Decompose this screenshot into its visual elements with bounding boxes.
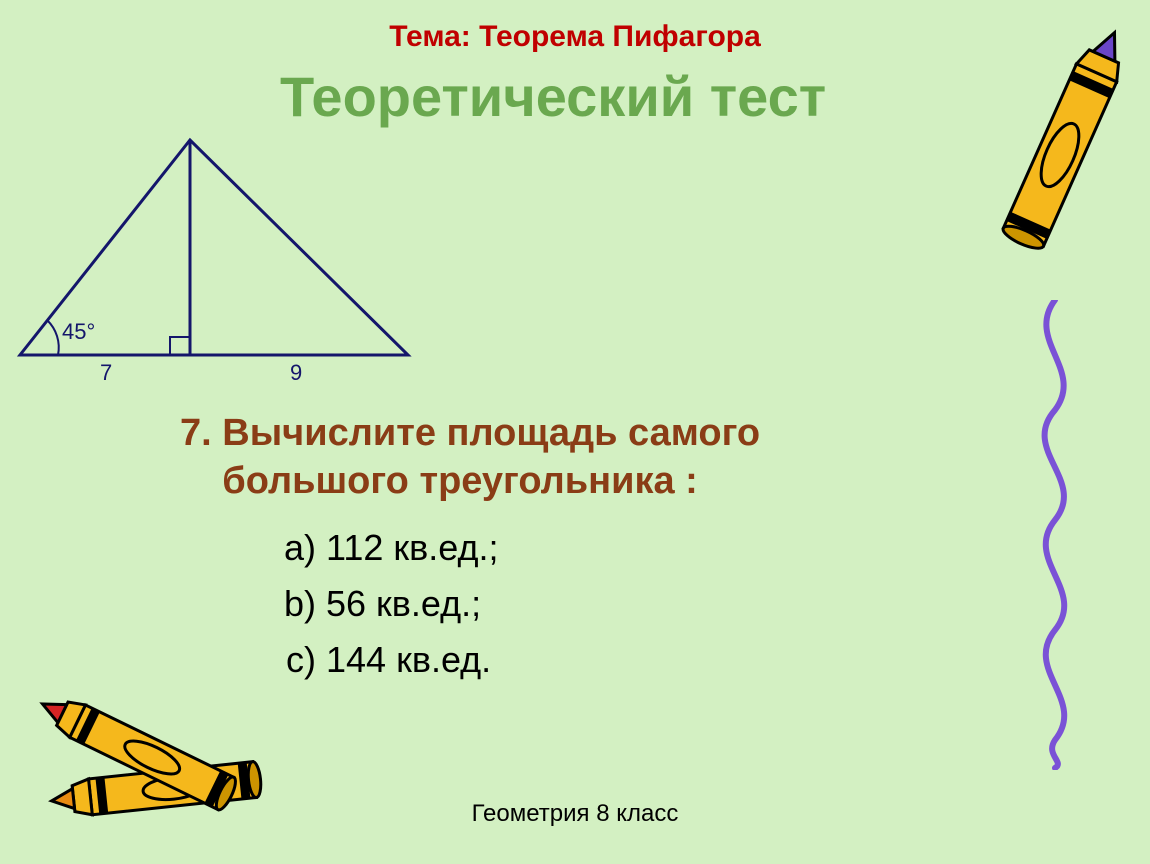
question-line-1: Вычислите площадь самого — [222, 412, 760, 454]
squiggle-line-icon — [1015, 300, 1095, 770]
answer-option: b) 56 кв.ед.; — [270, 576, 499, 632]
slide-subtitle: Теоретический тест — [280, 64, 826, 129]
answer-key: b) — [270, 576, 326, 632]
question-line-2: большого треугольника : — [222, 460, 698, 502]
question-number: 7. — [180, 412, 212, 454]
question-text: 7. Вычислите площадь самого большого тре… — [180, 410, 760, 505]
triangle-diagram: 45° 7 9 — [0, 130, 430, 400]
segment-2-label: 9 — [290, 360, 302, 386]
answer-list: a) 112 кв.ед.; b) 56 кв.ед.; c) 144 кв.е… — [270, 520, 499, 687]
answer-text: 56 кв.ед.; — [326, 576, 481, 632]
answer-text: 112 кв.ед.; — [326, 520, 499, 576]
segment-1-label: 7 — [100, 360, 112, 386]
triangle-svg — [0, 130, 430, 400]
angle-label: 45° — [62, 319, 95, 345]
answer-key: a) — [270, 520, 326, 576]
answer-option: a) 112 кв.ед.; — [270, 520, 499, 576]
answer-text: 144 кв.ед. — [326, 632, 491, 688]
crayons-red-yellow-icon — [10, 674, 310, 854]
slide-topic: Тема: Теорема Пифагора — [0, 20, 1150, 54]
crayon-purple-icon — [990, 20, 1130, 290]
